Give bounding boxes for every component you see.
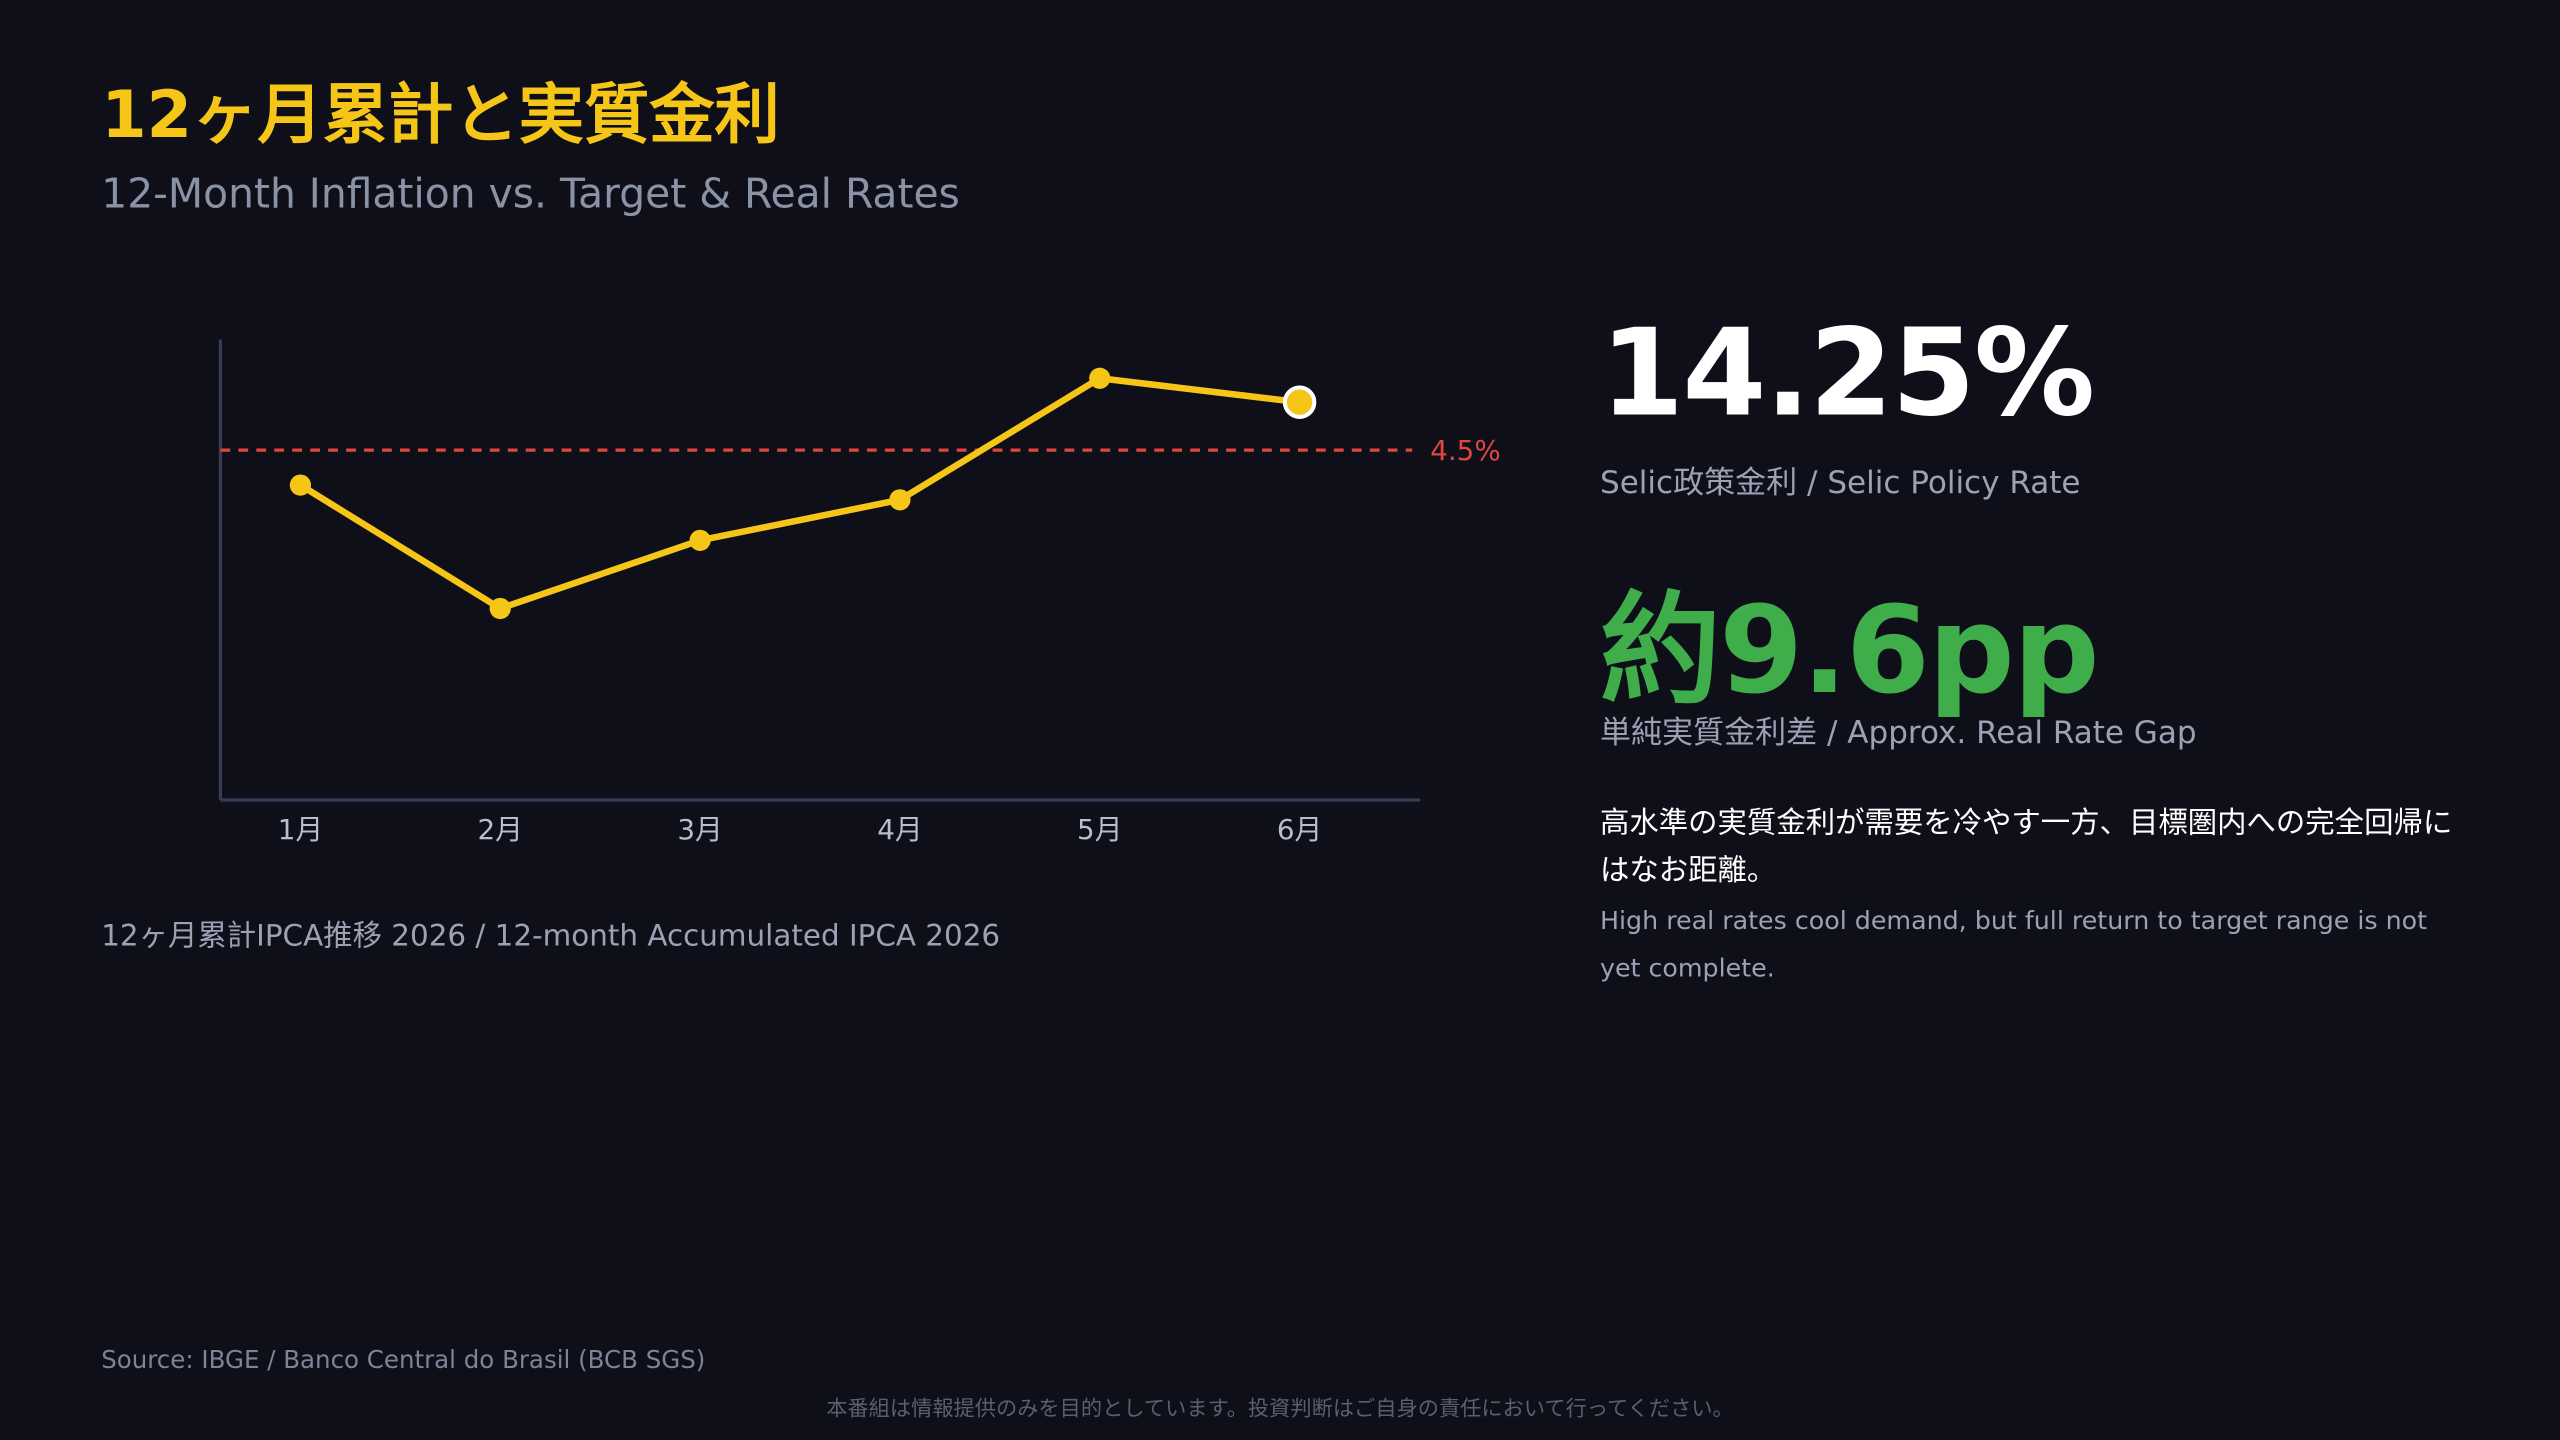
kpi-value: 14.25% <box>1599 303 2095 445</box>
chart: 4.5% 1月 2月 3月 4月 5月 6月 <box>218 339 1501 846</box>
disclaimer: 本番組は情報提供のみを目的としています。投資判断はご自身の責任において行ってくだ… <box>826 1397 1734 1423</box>
note-text: High real rates cool demand, but full re… <box>1599 906 2428 983</box>
source: Source: IBGE / Banco Central do Brasil (… <box>101 1345 706 1375</box>
kpi-label: 単純実質金利差 / Approx. Real Rate Gap <box>1599 715 2197 752</box>
x-tick-label: 4月 <box>877 813 922 846</box>
data-point <box>489 597 511 620</box>
subtitle: 12-Month Inflation vs. Target & Real Rat… <box>101 169 960 218</box>
kpi-value: 約9.6pp <box>1599 581 2100 722</box>
x-tick-label: 5月 <box>1077 813 1122 846</box>
kpi-label: Selic政策金利 / Selic Policy Rate <box>1599 465 2081 502</box>
data-point <box>1282 385 1317 419</box>
data-point <box>689 529 711 551</box>
x-tick-label: 3月 <box>677 813 722 846</box>
title: 12ヶ月累計と実質金利 <box>101 78 780 154</box>
data-point <box>289 474 312 496</box>
chart-caption: 12ヶ月累計IPCA推移 2026 / 12-month Accumulated… <box>101 919 1001 954</box>
x-tick-label: 1月 <box>278 813 323 846</box>
note-text: 高水準の実質金利が需要を冷やす一方、目標圏内への完全回帰にはなお距離。 <box>1599 806 2453 889</box>
reference-label: 4.5% <box>1430 434 1501 467</box>
line <box>298 375 1300 612</box>
data-point <box>889 489 911 511</box>
x-tick-label: 2月 <box>478 813 523 846</box>
data-point <box>1089 367 1111 389</box>
x-tick-label: 6月 <box>1277 813 1322 846</box>
